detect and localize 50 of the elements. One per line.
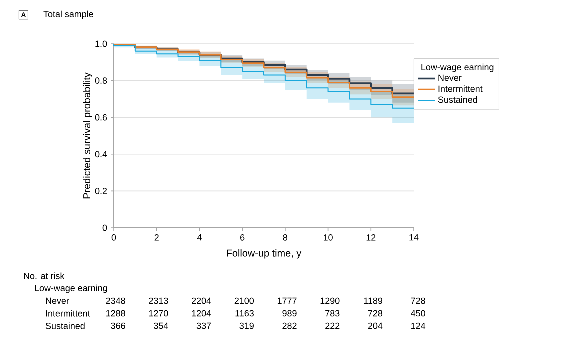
legend-title: Low-wage earning xyxy=(422,64,494,72)
text: 1777 xyxy=(278,298,297,304)
y-tick-label: 0.8 xyxy=(95,78,108,84)
text: 1163 xyxy=(236,310,254,317)
text: 282 xyxy=(282,322,297,330)
text: 222 xyxy=(326,322,340,330)
legend-label: Sustained xyxy=(438,96,478,104)
text: 204 xyxy=(368,322,383,330)
x-axis-title: Follow-up time, y xyxy=(227,250,302,259)
text: 989 xyxy=(282,310,297,317)
legend-label: Intermittent xyxy=(438,86,483,92)
x-tick-label: 4 xyxy=(197,234,202,241)
text: 1270 xyxy=(149,310,168,317)
y-tick-label: 0.6 xyxy=(95,114,108,121)
text: 783 xyxy=(326,310,340,317)
chart-title: Total sample xyxy=(44,10,94,20)
y-tick-label: 0.2 xyxy=(95,188,108,194)
text: 1290 xyxy=(320,298,340,304)
x-tick-label: 14 xyxy=(410,234,419,241)
x-tick-label: 2 xyxy=(154,234,159,241)
text: 450 xyxy=(411,310,426,317)
x-tick-label: 8 xyxy=(283,234,288,241)
y-tick-label: 1.0 xyxy=(96,40,108,48)
y-tick-label: 0.4 xyxy=(95,151,108,158)
text: No. at risk xyxy=(24,272,65,280)
x-tick-label: 0 xyxy=(112,234,116,241)
text: 2348 xyxy=(106,298,126,304)
text: 319 xyxy=(240,322,254,330)
y-axis-title: Predicted survival probability xyxy=(83,72,92,199)
text: 366 xyxy=(111,322,126,330)
text: 2100 xyxy=(234,298,254,304)
y-tick-label: 0 xyxy=(102,224,108,232)
text: 2313 xyxy=(149,298,168,304)
text: 1204 xyxy=(192,310,212,317)
text: 2204 xyxy=(192,298,212,304)
x-tick-label: 10 xyxy=(324,234,333,241)
text: 1189 xyxy=(364,298,383,304)
text: 1288 xyxy=(106,310,126,317)
legend-label: Never xyxy=(438,74,462,82)
text: 337 xyxy=(196,322,212,330)
text: Sustained xyxy=(46,322,85,330)
text: Never xyxy=(46,298,70,304)
text: 728 xyxy=(411,298,426,304)
text: Low-wage earning xyxy=(35,284,108,294)
x-tick-label: 6 xyxy=(240,234,245,241)
x-tick-label: 12 xyxy=(366,234,376,241)
text: Intermittent xyxy=(46,310,90,317)
text: 728 xyxy=(368,310,383,317)
text: 354 xyxy=(154,322,168,330)
text: 124 xyxy=(412,322,426,330)
